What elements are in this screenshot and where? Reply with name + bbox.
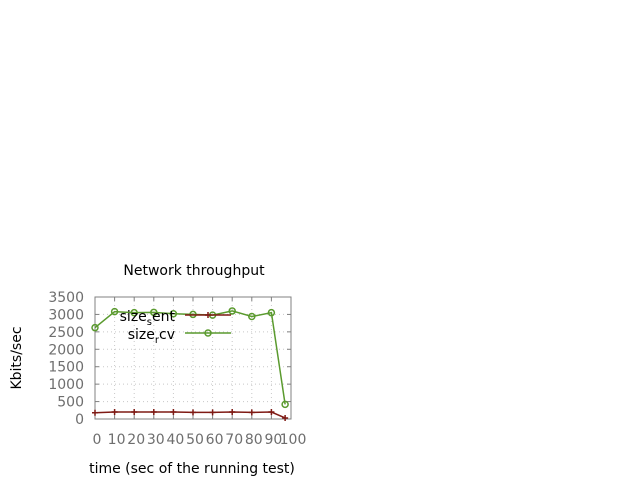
x-tick-label: 30: [147, 432, 165, 448]
legend-swatches: [185, 312, 231, 337]
data-point: [92, 409, 98, 416]
legend-label-size-sent: sizesent: [120, 309, 176, 328]
x-tick-label: 90: [264, 432, 282, 448]
y-tick-label: 1000: [48, 377, 84, 393]
x-tick-label: 60: [206, 432, 224, 448]
axis-ticks: [94, 296, 292, 420]
legend-label-size-sent-sub: s: [147, 317, 152, 328]
data-point: [170, 409, 177, 416]
y-tick-label: 3500: [48, 290, 84, 306]
legend: sizesent sizercv: [120, 309, 231, 346]
data-point: [209, 409, 216, 416]
x-tick-label: 100: [280, 432, 307, 448]
y-tick-label: 2000: [48, 342, 84, 358]
x-tick-label: 10: [108, 432, 126, 448]
x-tick-label: 70: [225, 432, 243, 448]
data-point: [150, 308, 158, 317]
x-tick-label: 50: [186, 432, 204, 448]
x-tick-label: 40: [166, 432, 184, 448]
data-point: [248, 409, 255, 416]
data-point: [268, 409, 275, 416]
data-point: [150, 409, 157, 416]
legend-label-size-sent-main: size: [120, 309, 147, 325]
y-tick-label: 0: [75, 412, 84, 428]
data-point: [110, 307, 119, 316]
legend-label-size-sent-tail: ent: [152, 309, 175, 325]
data-point: [169, 309, 178, 318]
data-point: [282, 414, 289, 421]
x-tick-label: 0: [93, 432, 102, 448]
legend-label-size-recv: sizercv: [128, 327, 175, 346]
legend-swatch-marker: [205, 312, 211, 318]
data-point: [229, 409, 236, 416]
y-axis-label: Kbits/sec: [9, 326, 25, 389]
series-size-sent: [92, 409, 289, 421]
x-axis-label: time (sec of the running test): [89, 461, 295, 477]
y-tick-label: 1500: [48, 360, 84, 376]
data-point: [131, 409, 138, 416]
data-point: [228, 307, 236, 315]
data-point: [281, 400, 289, 409]
x-tick-label: 20: [127, 432, 145, 448]
y-tick-label: 2500: [48, 325, 84, 341]
data-point: [267, 308, 276, 317]
y-tick-label: 3000: [48, 307, 84, 323]
grid-lines: [95, 297, 291, 419]
legend-label-size-recv-tail: cv: [159, 327, 175, 343]
legend-label-size-recv-main: size: [128, 327, 155, 343]
data-point: [111, 409, 118, 416]
chart-title: Network throughput: [123, 263, 265, 279]
data-point: [248, 312, 256, 321]
x-tick-label: 80: [245, 432, 263, 448]
legend-swatch-marker: [204, 329, 212, 337]
data-point: [130, 308, 138, 317]
y-tick-label: 500: [57, 395, 84, 411]
legend-label-size-recv-sub: r: [155, 335, 160, 346]
data-point: [190, 409, 196, 416]
data-point: [91, 323, 99, 332]
